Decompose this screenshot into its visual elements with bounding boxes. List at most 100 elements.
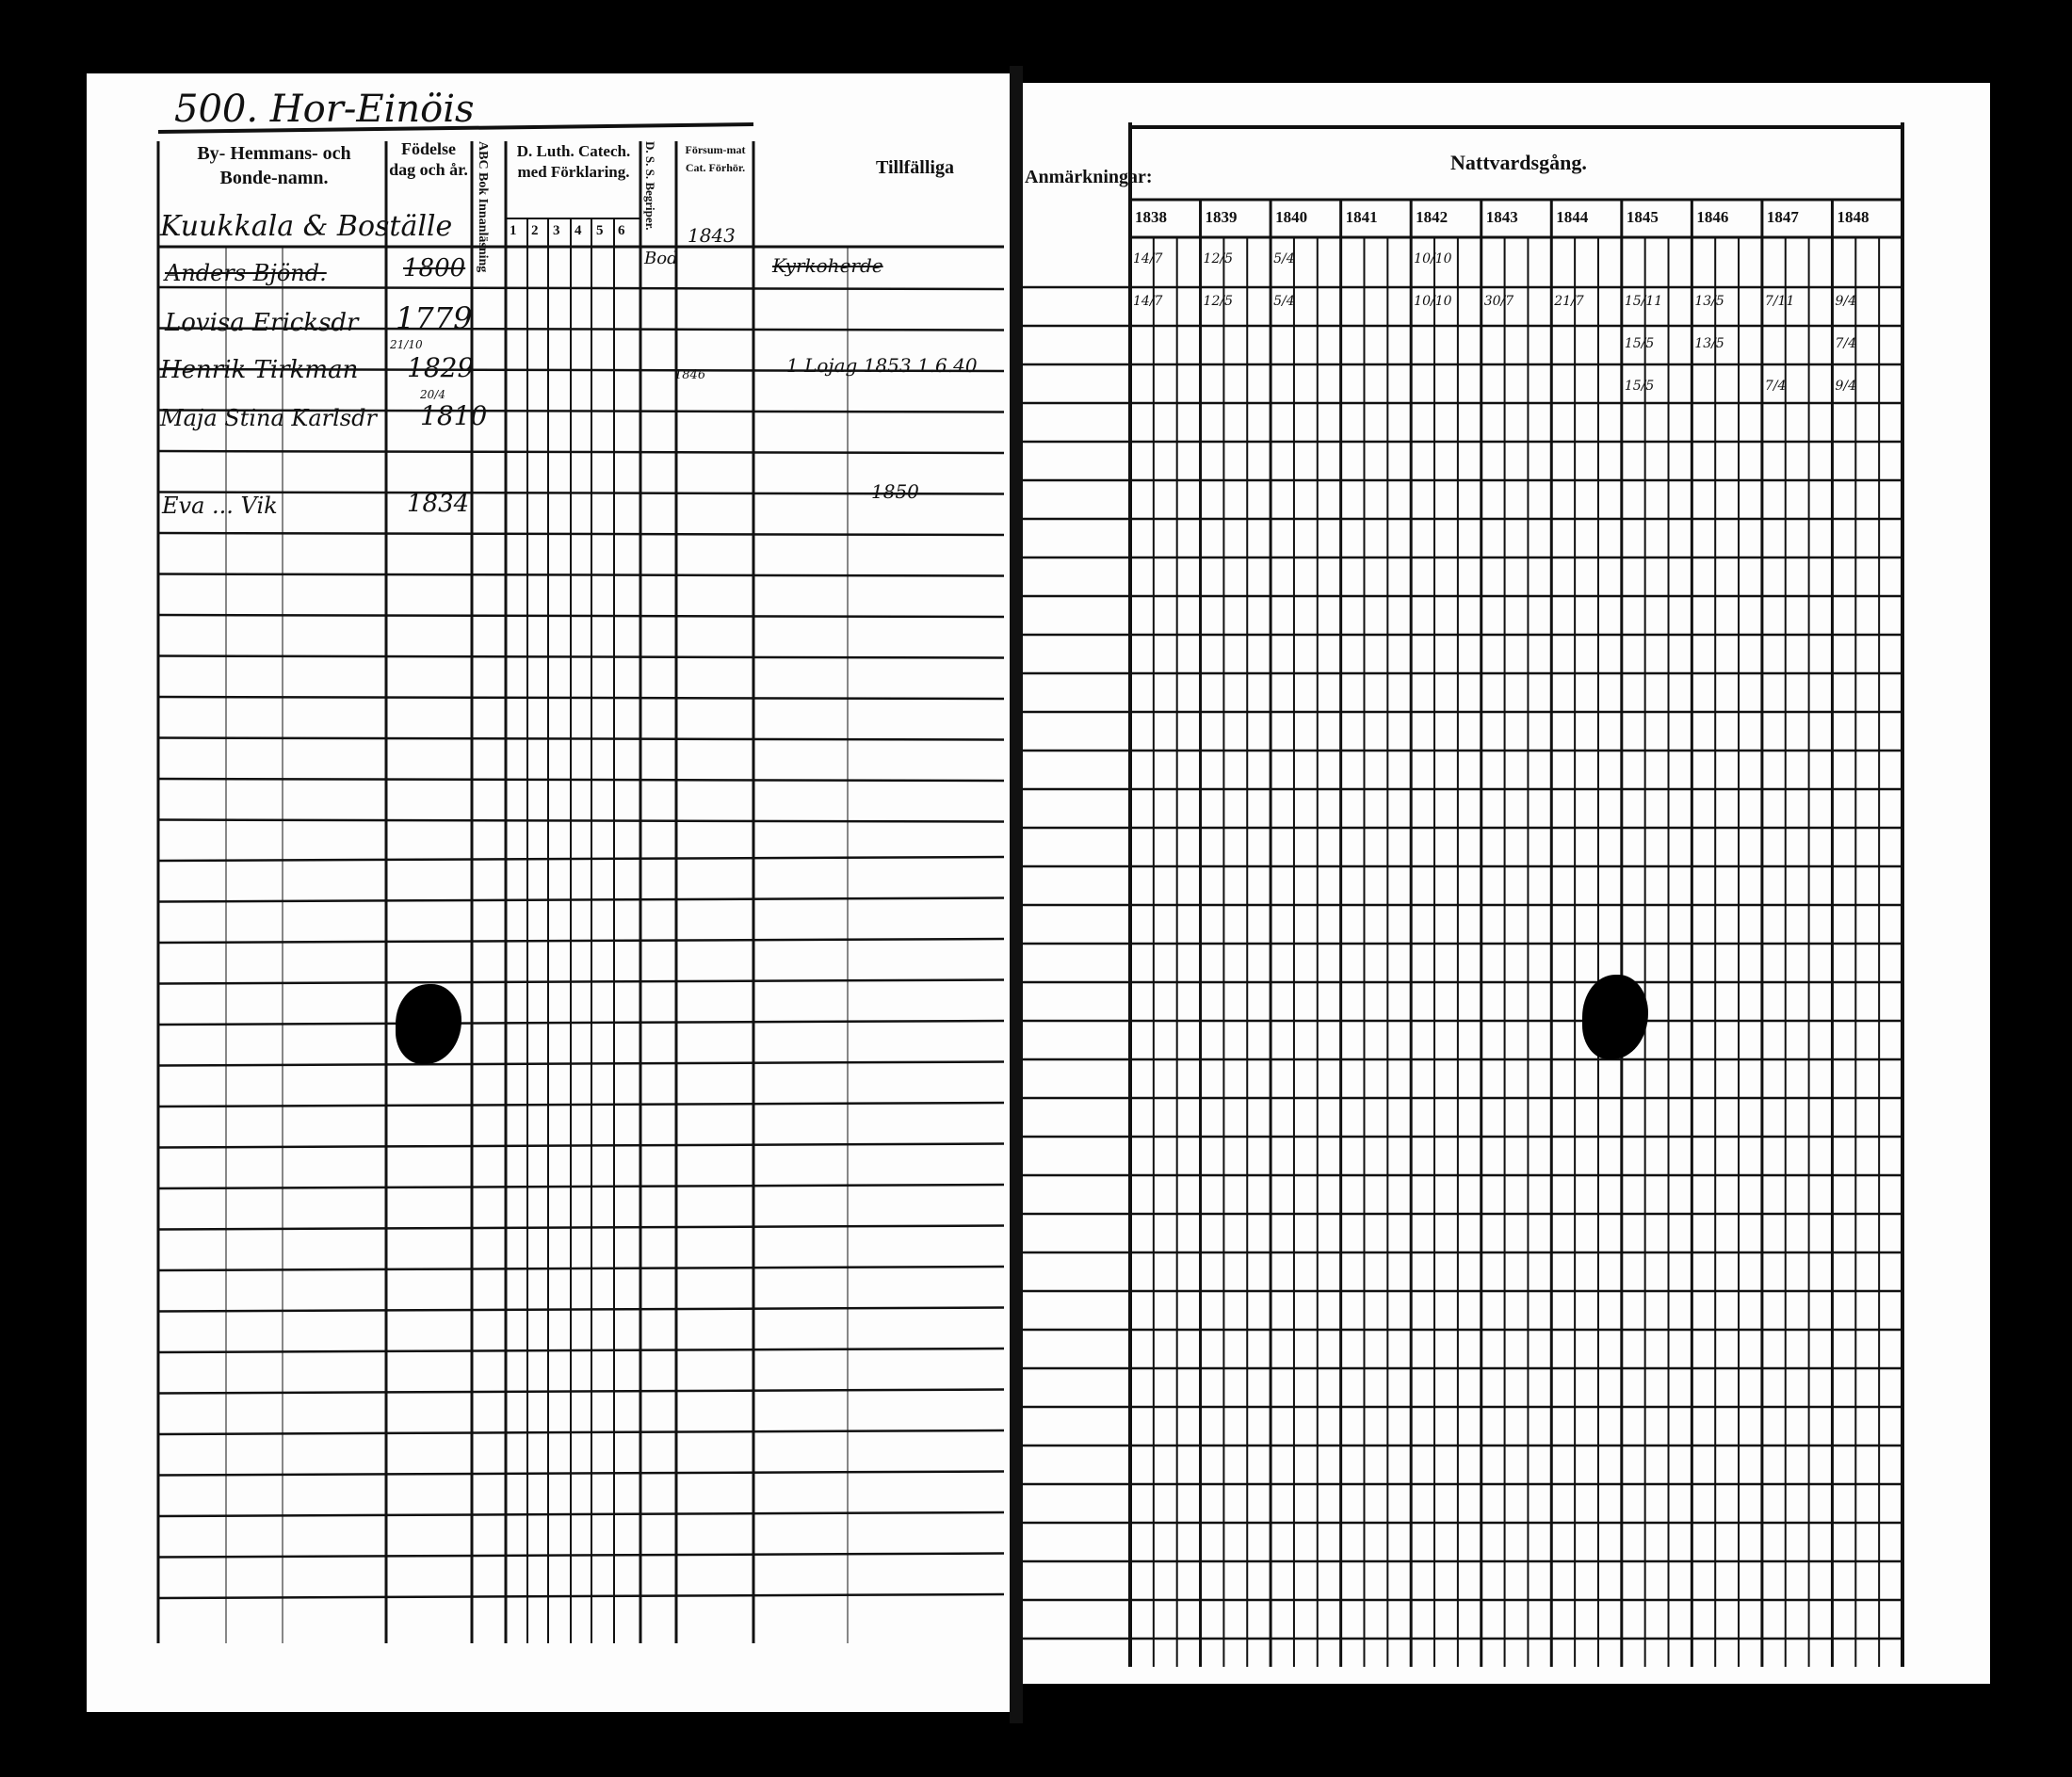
row-rule [157,613,1005,619]
year-header-1845: 1845 [1626,208,1659,226]
row-rule [157,367,1005,373]
book-spine [1010,66,1023,1723]
row-3-note: 1 Lojag 1853 1.6.40 [786,354,978,377]
row-3-birth: 1829 [407,352,475,383]
communion-date: 13/5 [1694,294,1724,309]
communion-date: 15/5 [1624,379,1655,394]
year-header-1844: 1844 [1556,208,1589,226]
row-rule [157,327,1005,331]
row-2-name: Lovisa Ericksdr [165,309,359,337]
row-rule [157,818,1005,823]
row-rule [157,573,1005,577]
section-title-communion: Nattvardsgång. [1450,151,1587,174]
col-header-ds-begriper: D. S. S. Begriper. [643,141,657,231]
row-rule [157,285,1005,291]
communion-date: 5/4 [1273,294,1295,309]
catechism-part-6: 6 [618,223,625,238]
year-header-1842: 1842 [1416,208,1449,226]
communion-date: 7/11 [1764,294,1795,309]
communion-date: 10/10 [1414,251,1452,267]
year-header-1848: 1848 [1837,208,1870,226]
communion-date: 30/7 [1483,294,1514,309]
communion-date: 12/5 [1203,251,1233,267]
year-header-1847: 1847 [1766,208,1799,226]
row-rule [157,897,1005,903]
row-rule [157,1306,1005,1313]
page-number-village: 500. Hor-Einöis [174,88,475,131]
row-rule [157,736,1005,741]
row-1-birth: 1800 [403,254,466,283]
communion-date: 10/10 [1414,294,1452,309]
row-rule [157,1347,1005,1354]
row-rule [157,1183,1005,1190]
row-rule [157,937,1005,945]
communion-date: 13/5 [1694,336,1724,351]
catechism-part-5: 5 [596,223,604,238]
row-4-name: Maja Stina Karlsdr [160,405,377,431]
ink-blot [1582,975,1648,1059]
communion-date: 15/5 [1624,336,1655,351]
row-3-name: Henrik Tirkman [160,356,359,384]
communion-date: 14/7 [1133,294,1163,309]
farm-name: Kuukkala & Boställe [160,210,453,243]
col-header-abc: ABC Bok Innanläsning [476,141,490,273]
row-rule [157,695,1005,701]
year-header-1838: 1838 [1135,208,1167,226]
col-header-name: By- Hemmans- och Bonde-namn. [197,143,351,188]
year-header-1840: 1840 [1275,208,1308,226]
row-4-birth: 1810 [420,400,488,431]
remarks-header-fragment: Anmärkningar: [1025,167,1153,187]
row-rule [157,1101,1005,1108]
row-1-note: Kyrkoherde [772,254,883,277]
row-3-birth-day: 21/10 [390,338,423,351]
catechism-top-note: Bod [644,249,678,268]
catechism-part-1: 1 [510,223,517,238]
row-rule [157,1388,1005,1395]
row-rule [157,449,1005,455]
row-1-name: Anders Bjönd. [165,260,327,286]
row-rule [157,1510,1005,1518]
communion-date: 7/4 [1764,379,1787,394]
row-5-name: Eva ... Vik [162,493,278,519]
header-top-rule [157,122,754,134]
communion-date: 14/7 [1133,251,1163,267]
communion-date: 9/4 [1835,294,1856,309]
row-rule [157,491,1005,495]
row-rule [157,1470,1005,1477]
row-3-missed: 1846 [674,368,706,382]
catechism-top-date: 1843 [688,224,736,247]
communion-date: 21/7 [1554,294,1584,309]
communion-date: 9/4 [1835,379,1856,394]
row-rule [157,777,1005,783]
row-rule [157,1019,1005,1026]
col-header-remarks: Tillfälliga [876,157,954,178]
ink-blot [396,984,461,1064]
row-rule [157,978,1005,985]
year-header-1839: 1839 [1205,208,1238,226]
year-header-1843: 1843 [1485,208,1518,226]
communion-date: 5/4 [1273,251,1295,267]
communion-date: 12/5 [1203,294,1233,309]
row-4-birth-day: 20/4 [420,388,445,401]
communion-date: 15/11 [1624,294,1663,309]
row-rule [157,1060,1005,1067]
catechism-part-3: 3 [553,223,560,238]
row-5-birth: 1834 [407,490,470,518]
row-rule [157,531,1005,537]
row-2-birth: 1779 [396,300,473,336]
catechism-part-2: 2 [531,223,539,238]
row-rule [157,1552,1005,1559]
catechism-part-4: 4 [575,223,582,238]
col-header-catechism: D. Luth. Catech. med Förklaring. [516,142,631,182]
col-header-birth: Födelse dag och år. [389,139,468,179]
row-rule [157,855,1005,863]
row-rule [157,1429,1005,1436]
row-rule [157,1142,1005,1149]
row-rule [157,1592,1005,1600]
communion-date: 7/4 [1835,336,1856,351]
row-rule [157,654,1005,659]
row-rule [157,409,1005,413]
row-rule [157,1265,1005,1272]
